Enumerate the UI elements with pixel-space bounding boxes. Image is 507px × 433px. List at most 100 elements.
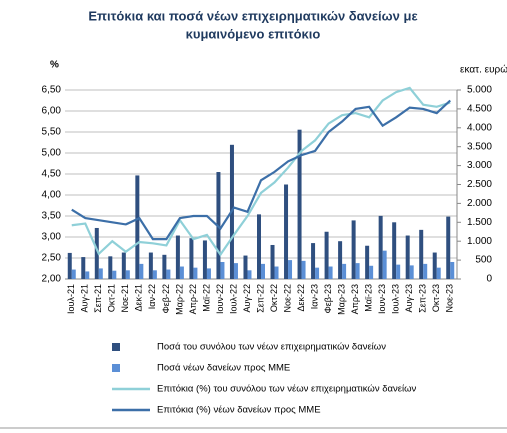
y2-tick-label: 1.000	[467, 236, 492, 247]
bar	[432, 252, 437, 279]
bar	[284, 184, 289, 279]
bar	[125, 270, 130, 279]
x-tick-label: Δεκ-22	[296, 284, 306, 312]
y-tick-label: 6,50	[42, 85, 62, 96]
bar	[396, 264, 401, 279]
bar	[233, 263, 238, 279]
y2-tick-label: 4.000	[467, 122, 492, 133]
bar	[328, 266, 333, 279]
x-tick-label: Σεπ-21	[93, 284, 103, 313]
bar	[261, 263, 265, 279]
x-tick-label: Απρ-22	[188, 284, 198, 314]
bar	[243, 255, 248, 279]
bar	[338, 241, 343, 279]
bar	[342, 263, 347, 279]
x-tick-label: Οκτ-22	[269, 284, 279, 312]
y2-tick-label: 4.500	[467, 104, 492, 115]
bar	[365, 245, 370, 279]
bar	[148, 252, 153, 279]
bar	[392, 222, 397, 279]
y-tick-label: 2,50	[42, 253, 62, 264]
bar	[419, 229, 424, 279]
x-tick-label: Ιαν-22	[147, 284, 157, 309]
x-tick-label: Οκτ-21	[107, 284, 117, 312]
x-tick-label: Νοε-21	[120, 284, 130, 313]
x-tick-label: Αυγ-22	[242, 284, 252, 312]
x-tick-label: Νοε-23	[445, 284, 455, 313]
bar	[81, 257, 86, 279]
y2-tick-label: 5.000	[467, 85, 492, 96]
x-tick-label: Ιουν-23	[377, 284, 387, 314]
bar	[311, 243, 316, 279]
bar	[382, 250, 387, 279]
x-tick-label: Φεβ-23	[323, 284, 333, 313]
x-tick-label: Μαρ-22	[174, 284, 184, 315]
bar	[369, 265, 374, 279]
bar	[139, 263, 144, 279]
bar	[301, 260, 306, 279]
y-tick-label: 5,00	[42, 148, 62, 159]
bar	[67, 252, 72, 279]
bar	[179, 266, 184, 279]
y-tick-label: 3,50	[42, 211, 62, 222]
legend-label: Ποσά νέων δανείων προς ΜΜΕ	[157, 363, 290, 374]
y-tick-label: 4,00	[42, 190, 62, 201]
bar	[121, 252, 126, 279]
legend-label: Επιτόκια (%) νέων δανείων προς ΜΜΕ	[157, 405, 321, 416]
chart-title: Επιτόκια και ποσά νέων επιχειρηματικών δ…	[88, 8, 417, 23]
bar	[274, 266, 279, 279]
x-tick-label: Ιουν-22	[215, 284, 225, 314]
y2-tick-label: 3.000	[467, 160, 492, 171]
bar	[297, 129, 302, 279]
line	[71, 86, 451, 257]
line	[71, 99, 451, 241]
bar	[288, 260, 293, 279]
y2-tick-label: 2.000	[467, 198, 492, 209]
bar	[206, 268, 211, 279]
y-axis-label: %	[50, 60, 59, 71]
y2-tick-label: 1.500	[467, 217, 492, 228]
bar	[162, 254, 167, 279]
y-tick-label: 4,50	[42, 169, 62, 180]
x-tick-label: Σεπ-22	[255, 284, 265, 313]
legend-label: Επιτόκια (%) του συνόλου των νέων επιχει…	[157, 384, 417, 395]
bar	[220, 261, 225, 279]
bar	[193, 267, 198, 279]
bar	[112, 270, 117, 279]
bar	[175, 235, 180, 279]
legend-label: Ποσά του συνόλου των νέων επιχειρηματικώ…	[157, 342, 386, 353]
legend-swatch	[112, 343, 120, 351]
y-tick-label: 2,00	[42, 274, 62, 285]
bar	[85, 271, 90, 279]
x-tick-label: Ιουλ-22	[228, 284, 238, 314]
bar	[247, 270, 252, 279]
x-tick-label: Μαρ-23	[336, 284, 346, 315]
chart-subtitle: κυμαινόμενο επιτόκιο	[186, 26, 321, 41]
y2-tick-label: 3.500	[467, 141, 492, 152]
y2-tick-label: 2.500	[467, 179, 492, 190]
bar	[351, 220, 356, 279]
bar	[405, 235, 410, 279]
x-tick-label: Φεβ-22	[161, 284, 171, 313]
bar	[135, 175, 140, 279]
bar	[94, 227, 99, 279]
bar	[108, 256, 113, 279]
y2-tick-label: 0	[486, 274, 492, 285]
y-tick-label: 3,00	[42, 232, 62, 243]
x-tick-label: Μαϊ-23	[364, 284, 374, 312]
bar	[189, 238, 194, 279]
y-tick-label: 6,00	[42, 106, 62, 117]
bar	[450, 261, 455, 279]
x-tick-label: Δεκ-21	[134, 284, 144, 312]
x-tick-label: Μαϊ-22	[201, 284, 211, 312]
bar	[355, 263, 360, 279]
y2-axis-label: εκατ. ευρώ	[460, 64, 507, 76]
bar	[423, 263, 428, 279]
bar	[436, 267, 441, 279]
bar	[315, 267, 320, 279]
x-tick-label: Νοε-22	[282, 284, 292, 313]
x-tick-label: Οκτ-23	[431, 284, 441, 312]
legend-swatch	[112, 364, 120, 372]
bar	[98, 268, 103, 279]
